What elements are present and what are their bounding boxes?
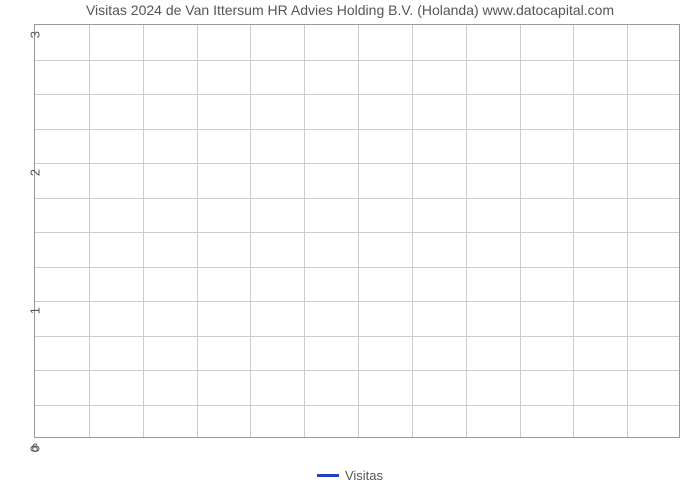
grid-line-v: [304, 25, 305, 437]
x-tick-label: 6: [32, 437, 39, 455]
grid-line-v: [412, 25, 413, 437]
grid-line-h: [35, 60, 679, 61]
grid-line-h: [35, 370, 679, 371]
grid-line-v: [573, 25, 574, 437]
grid-line-h: [35, 163, 679, 164]
legend-swatch: [317, 474, 339, 477]
legend: Visitas: [0, 468, 700, 483]
grid-line-v: [143, 25, 144, 437]
grid-line-v: [197, 25, 198, 437]
grid-line-v: [358, 25, 359, 437]
y-tick-label: 2: [28, 163, 43, 176]
grid-line-h: [35, 267, 679, 268]
grid-line-h: [35, 94, 679, 95]
chart-title: Visitas 2024 de Van Ittersum HR Advies H…: [0, 2, 700, 18]
grid-line-v: [89, 25, 90, 437]
chart-container: Visitas 2024 de Van Ittersum HR Advies H…: [0, 0, 700, 500]
grid-line-v: [520, 25, 521, 437]
grid-line-h: [35, 129, 679, 130]
grid-line-h: [35, 336, 679, 337]
grid-line-h: [35, 301, 679, 302]
grid-line-h: [35, 198, 679, 199]
grid-line-v: [466, 25, 467, 437]
y-tick-label: 3: [28, 25, 43, 38]
plot-area: 0123 6: [34, 24, 680, 438]
grid-line-v: [627, 25, 628, 437]
y-tick-label: 1: [28, 301, 43, 314]
grid-line-h: [35, 232, 679, 233]
grid-line-h: [35, 405, 679, 406]
legend-label: Visitas: [345, 468, 383, 483]
grid-line-v: [250, 25, 251, 437]
